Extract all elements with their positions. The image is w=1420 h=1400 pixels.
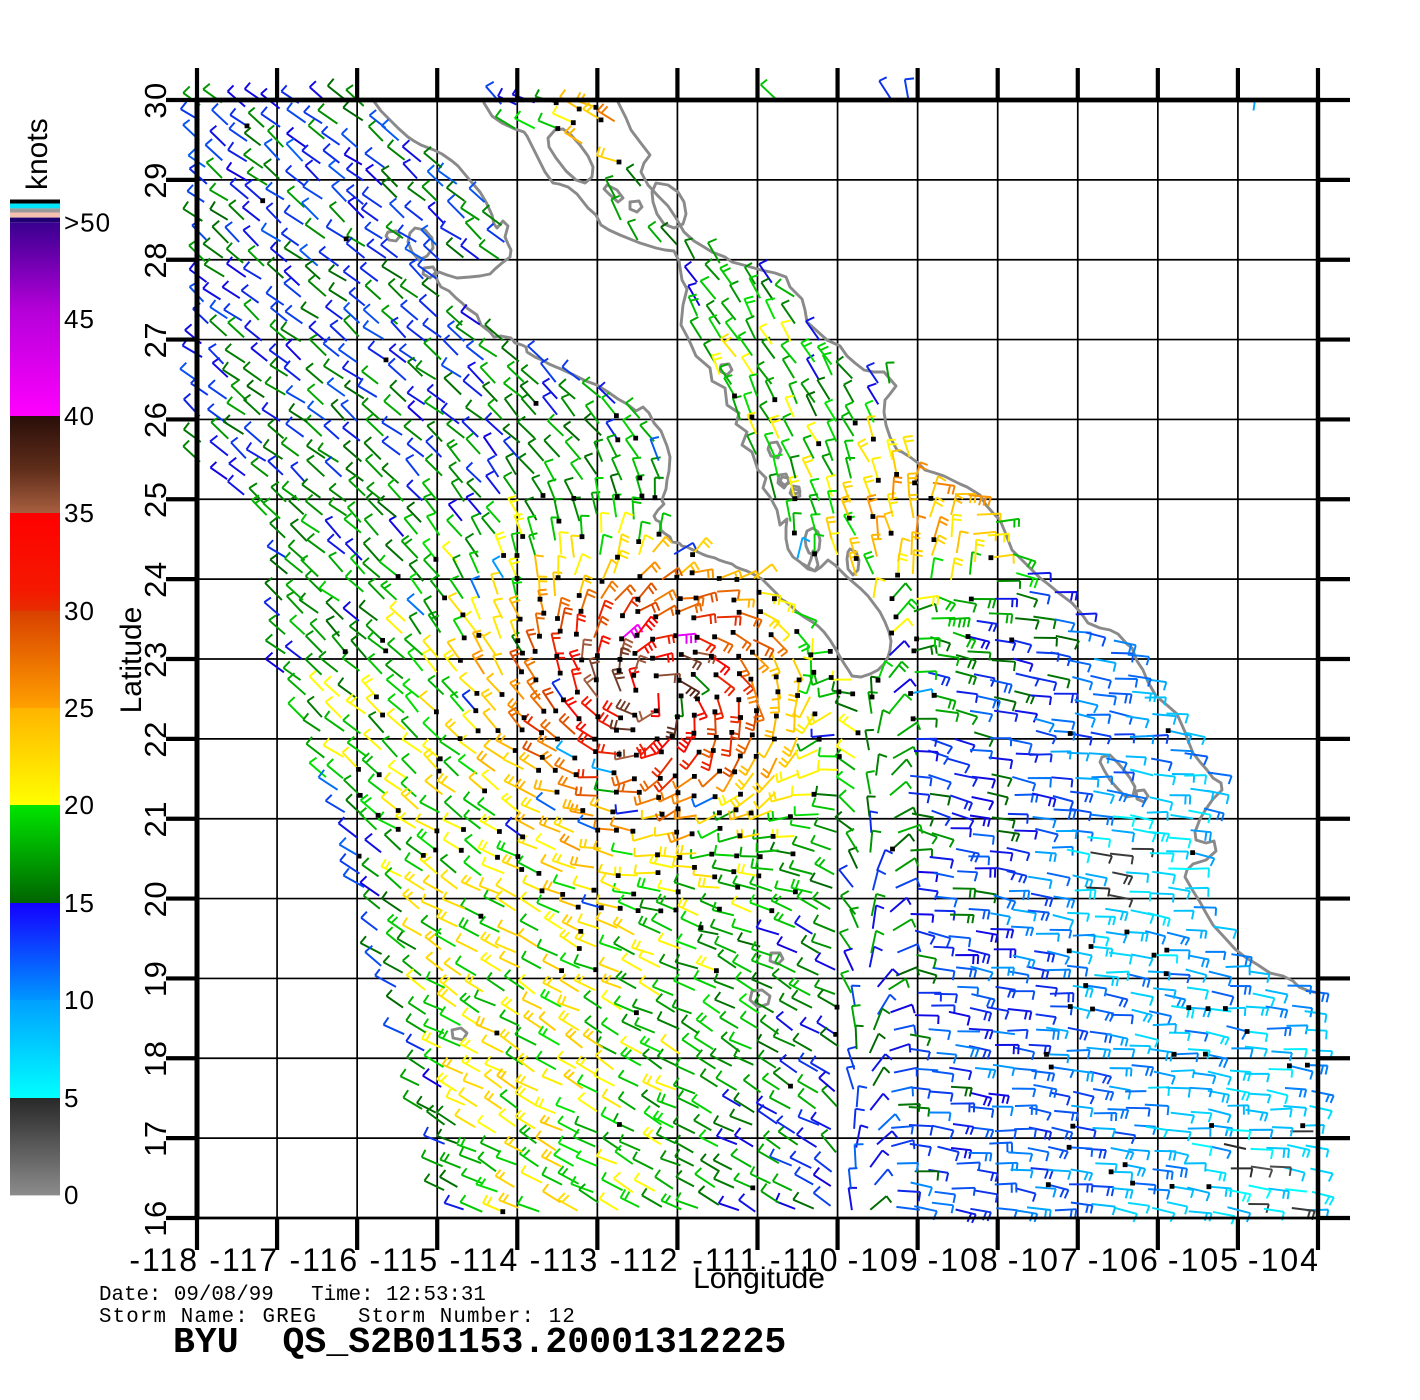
svg-text:-113: -113	[530, 1242, 600, 1278]
svg-text:-105: -105	[1168, 1242, 1240, 1278]
svg-text:25: 25	[64, 693, 95, 723]
svg-text:Storm Name: GREG Storm Numbe: Storm Name: GREG Storm Number: 12	[99, 1306, 576, 1329]
svg-text:21: 21	[138, 800, 173, 837]
svg-text:-115: -115	[370, 1242, 440, 1278]
svg-text:15: 15	[64, 888, 95, 918]
svg-text:-106: -106	[1088, 1242, 1160, 1278]
svg-text:-104: -104	[1248, 1242, 1320, 1278]
svg-text:30: 30	[64, 596, 95, 626]
svg-text:45: 45	[64, 304, 95, 334]
svg-text:19: 19	[138, 960, 173, 997]
svg-text:>50: >50	[64, 207, 111, 237]
svg-text:Date: 09/08/99 Time: 12:53:3: Date: 09/08/99 Time: 12:53:31	[99, 1284, 486, 1307]
svg-text:Longitude: Longitude	[693, 1262, 825, 1295]
svg-text:18: 18	[138, 1040, 173, 1077]
svg-text:BYU QS_S2B01153.20001312225: BYU QS_S2B01153.20001312225	[173, 1322, 786, 1363]
svg-text:-114: -114	[450, 1242, 520, 1278]
svg-text:25: 25	[138, 481, 173, 518]
svg-text:0: 0	[64, 1180, 79, 1210]
svg-text:29: 29	[138, 161, 173, 198]
svg-text:35: 35	[64, 498, 95, 528]
svg-text:5: 5	[64, 1083, 79, 1113]
svg-text:-116: -116	[289, 1242, 359, 1278]
svg-text:-109: -109	[848, 1242, 920, 1278]
svg-text:10: 10	[64, 985, 95, 1015]
svg-text:28: 28	[138, 241, 173, 278]
svg-text:24: 24	[138, 560, 173, 597]
svg-text:30: 30	[138, 81, 173, 118]
svg-text:26: 26	[138, 401, 173, 438]
svg-text:23: 23	[138, 640, 173, 677]
svg-text:20: 20	[64, 790, 95, 820]
svg-text:17: 17	[138, 1119, 173, 1156]
svg-text:-111: -111	[692, 1242, 759, 1278]
svg-text:-110: -110	[770, 1242, 840, 1278]
svg-text:-108: -108	[928, 1242, 1000, 1278]
svg-text:-117: -117	[209, 1242, 279, 1278]
svg-text:16: 16	[138, 1199, 173, 1236]
svg-text:22: 22	[138, 720, 173, 757]
svg-text:27: 27	[138, 321, 173, 358]
svg-text:knots: knots	[21, 118, 54, 190]
svg-text:20: 20	[138, 880, 173, 917]
svg-text:-118: -118	[129, 1242, 199, 1278]
svg-text:40: 40	[64, 401, 95, 431]
svg-text:-107: -107	[1008, 1242, 1080, 1278]
svg-text:-112: -112	[610, 1242, 680, 1278]
svg-text:Latitude: Latitude	[115, 607, 148, 714]
